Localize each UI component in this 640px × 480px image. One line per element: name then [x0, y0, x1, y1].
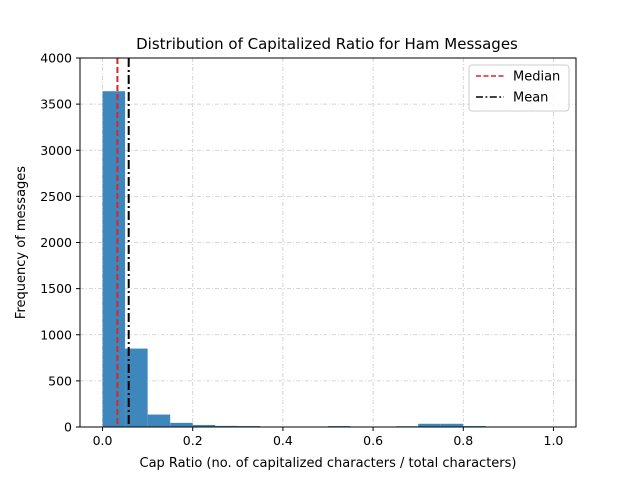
histogram-bar [215, 425, 238, 427]
y-tick-label: 4000 [40, 51, 72, 66]
histogram-bar [125, 348, 148, 427]
histogram-bar [170, 422, 193, 427]
histogram-bars [102, 91, 486, 428]
y-tick-label: 1500 [40, 281, 72, 296]
x-tick-label: 1.0 [544, 433, 564, 448]
histogram-bar [102, 91, 126, 428]
y-tick-label: 1000 [40, 327, 72, 342]
histogram-bar [147, 414, 171, 427]
legend-mean-label: Mean [513, 91, 548, 106]
y-tick-label: 2000 [40, 235, 72, 250]
reference-lines [116, 58, 130, 427]
legend: Median Mean [468, 64, 570, 112]
chart-title: Distribution of Capitalized Ratio for Ha… [136, 35, 518, 53]
x-axis-ticks: 0.0 0.2 0.4 0.6 0.8 1.0 [93, 427, 564, 448]
y-axis-label: Frequency of messages [14, 166, 29, 319]
x-axis-label: Cap Ratio (no. of capitalized characters… [140, 456, 517, 471]
y-tick-label: 3000 [40, 143, 72, 158]
x-tick-label: 0.0 [93, 433, 113, 448]
y-tick-label: 2500 [40, 189, 72, 204]
x-tick-label: 0.4 [273, 433, 293, 448]
y-axis-ticks: 0 500 1000 1500 2000 2500 3000 3500 4000 [40, 51, 80, 435]
x-tick-label: 0.6 [363, 433, 383, 448]
histogram-bar [192, 424, 216, 427]
x-tick-label: 0.2 [183, 433, 203, 448]
grid-lines [80, 57, 576, 428]
y-tick-label: 0 [64, 420, 72, 435]
x-tick-label: 0.8 [453, 433, 473, 448]
histogram-bar [440, 423, 464, 427]
histogram-bar [418, 423, 441, 427]
legend-median-label: Median [513, 70, 560, 85]
y-tick-label: 500 [48, 373, 72, 388]
y-tick-label: 3500 [40, 97, 72, 112]
